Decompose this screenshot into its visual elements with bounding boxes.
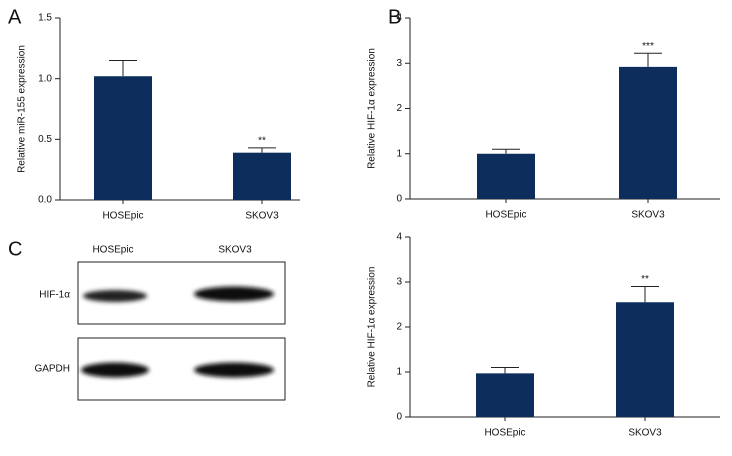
y-tick-label: 2: [396, 322, 402, 333]
blot-band: [81, 362, 149, 378]
y-tick-label: 3: [396, 58, 402, 69]
y-axis-label: Relative HIF-1α expression: [367, 48, 378, 169]
panel-label: C: [8, 238, 22, 260]
blot-band: [194, 362, 274, 378]
bar: [476, 373, 534, 417]
y-tick-label: 2: [396, 103, 402, 114]
y-tick-label: 4: [396, 13, 402, 24]
bar: [233, 152, 291, 200]
column-label: HOSEpic: [92, 245, 133, 256]
panel-label: B: [388, 6, 401, 28]
y-tick-label: 1.5: [38, 13, 52, 24]
blot-band: [83, 290, 147, 302]
significance-label: ***: [642, 41, 654, 52]
bar: [616, 302, 674, 417]
row-label: HIF-1α: [39, 290, 70, 301]
blot-band: [194, 286, 274, 302]
y-tick-label: 0: [396, 194, 402, 205]
y-tick-label: 3: [396, 277, 402, 288]
y-tick-label: 1: [396, 148, 402, 159]
x-tick-label: HOSEpic: [485, 210, 526, 221]
y-tick-label: 4: [396, 232, 402, 243]
x-tick-label: HOSEpic: [484, 428, 525, 439]
y-tick-label: 1.0: [38, 73, 52, 84]
panel-label: A: [8, 6, 22, 28]
y-tick-label: 0: [396, 412, 402, 423]
bar: [94, 76, 152, 200]
x-tick-label: HOSEpic: [102, 211, 143, 222]
y-tick-label: 1: [396, 367, 402, 378]
row-label: GAPDH: [34, 364, 70, 375]
x-tick-label: SKOV3: [631, 210, 665, 221]
significance-label: **: [258, 135, 266, 146]
y-axis-label: Relative miR-155 expression: [17, 45, 28, 173]
blot-panel: C HOSEpic SKOV3 HIF-1α GAPDH: [8, 238, 286, 401]
bar: [619, 66, 677, 200]
y-tick-label: 0.0: [38, 195, 52, 206]
x-tick-label: SKOV3: [628, 428, 662, 439]
bar: [477, 153, 535, 199]
x-tick-label: SKOV3: [245, 211, 279, 222]
column-label: SKOV3: [218, 245, 252, 256]
significance-label: **: [641, 274, 649, 285]
y-axis-label: Relative HIF-1α expression: [367, 267, 378, 388]
y-tick-label: 0.5: [38, 134, 52, 145]
